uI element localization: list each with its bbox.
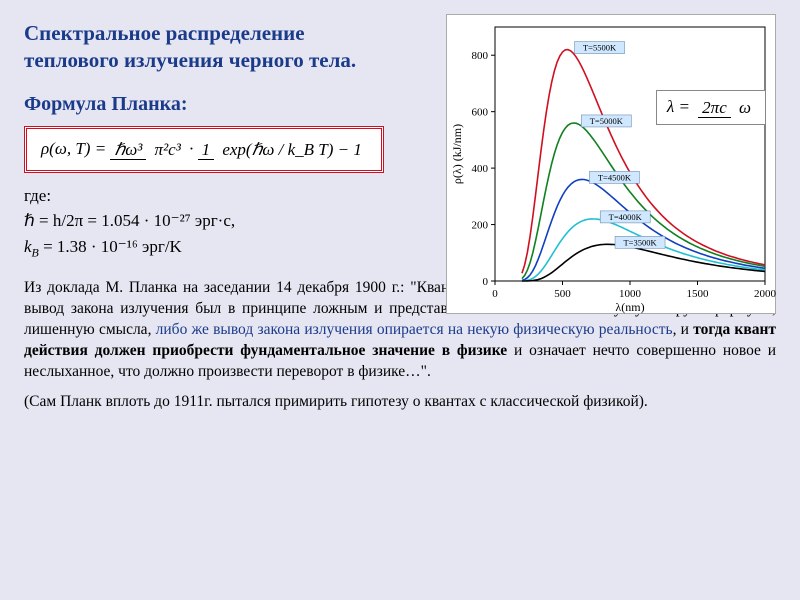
svg-text:ρ(λ) (kJ/nm): ρ(λ) (kJ/nm) [450, 124, 464, 184]
svg-text:800: 800 [472, 50, 489, 62]
svg-text:T=4000K: T=4000K [609, 212, 643, 222]
svg-text:2000: 2000 [754, 288, 777, 300]
svg-text:600: 600 [472, 107, 489, 119]
title-line1: Спектральное распределение [24, 21, 305, 45]
wavelength-formula: λ = 2πc ω [656, 90, 766, 125]
formula2-frac: 2πc ω [698, 98, 755, 118]
footnote: (Сам Планк вплоть до 1911г. пытался прим… [24, 393, 776, 411]
formula-dot: · [189, 139, 193, 158]
svg-text:0: 0 [492, 288, 498, 300]
svg-text:T=4500K: T=4500K [598, 172, 632, 182]
body-mid2: , и [673, 321, 694, 338]
formula-lhs: ρ(ω, T) = [41, 139, 106, 158]
svg-text:500: 500 [554, 288, 571, 300]
formula-frac1: ℏω³ π²c³ [110, 140, 184, 160]
svg-text:0: 0 [483, 276, 489, 288]
svg-text:200: 200 [472, 220, 489, 232]
svg-text:T=5000K: T=5000K [590, 116, 624, 126]
svg-text:400: 400 [472, 163, 489, 175]
svg-text:1500: 1500 [687, 288, 710, 300]
svg-text:T=5500K: T=5500K [583, 43, 617, 53]
title-line2: теплового излучения черного тела. [24, 48, 356, 72]
formula2-lhs: λ = [667, 97, 690, 116]
svg-text:T=3500K: T=3500K [623, 237, 657, 247]
planck-formula: ρ(ω, T) = ℏω³ π²c³ · 1 exp(ℏω / k_B T) −… [24, 126, 384, 173]
svg-text:1000: 1000 [619, 288, 642, 300]
page-title: Спектральное распределение теплового изл… [24, 20, 404, 75]
svg-text:λ(nm): λ(nm) [615, 300, 644, 314]
formula-frac2: 1 exp(ℏω / k_B T) − 1 [198, 140, 366, 160]
body-blue2: либо же вывод закона излучения опирается… [156, 321, 673, 338]
spectrum-chart: 0 500 1000 1500 2000 0 200 400 600 800 λ(nm) ρ(λ) (… [446, 14, 776, 314]
